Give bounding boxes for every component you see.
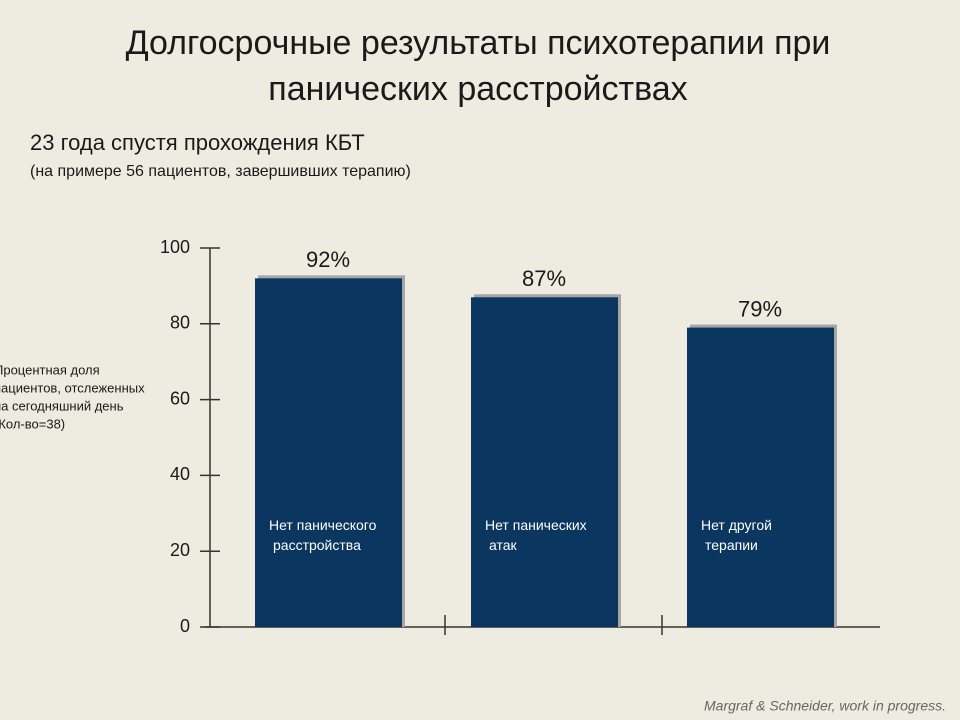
category-label: Нет панических атак bbox=[485, 517, 587, 553]
y-axis-label: на сегодняшний день bbox=[0, 398, 124, 413]
value-label: 92% bbox=[306, 247, 350, 272]
value-label: 87% bbox=[522, 266, 566, 291]
bar bbox=[471, 297, 618, 627]
y-axis-label: пациентов, отслеженных bbox=[0, 380, 145, 395]
source: Margraf & Schneider, work in progress. bbox=[704, 698, 946, 714]
y-axis-label: Процентная доля bbox=[0, 362, 100, 377]
y-tick-label: 40 bbox=[170, 464, 190, 484]
title: Долгосрочные результаты психотерапии при bbox=[126, 24, 831, 62]
category-label: Нет панического расстройства bbox=[269, 517, 377, 553]
title: панических расстройствах bbox=[268, 70, 687, 108]
value-label: 79% bbox=[738, 296, 782, 321]
y-tick-label: 20 bbox=[170, 540, 190, 560]
y-tick-label: 60 bbox=[170, 388, 190, 408]
subtitle: 23 года спустя прохождения КБТ bbox=[30, 130, 365, 155]
y-axis-label: (Кол-во=38) bbox=[0, 416, 65, 431]
note: (на примере 56 пациентов, завершивших те… bbox=[30, 163, 411, 180]
y-tick-label: 80 bbox=[170, 313, 190, 333]
y-tick-label: 100 bbox=[160, 237, 190, 257]
category-label: Нет другой терапии bbox=[701, 517, 772, 553]
y-tick-label: 0 bbox=[180, 616, 190, 636]
bar bbox=[255, 278, 402, 627]
bar bbox=[687, 327, 834, 627]
